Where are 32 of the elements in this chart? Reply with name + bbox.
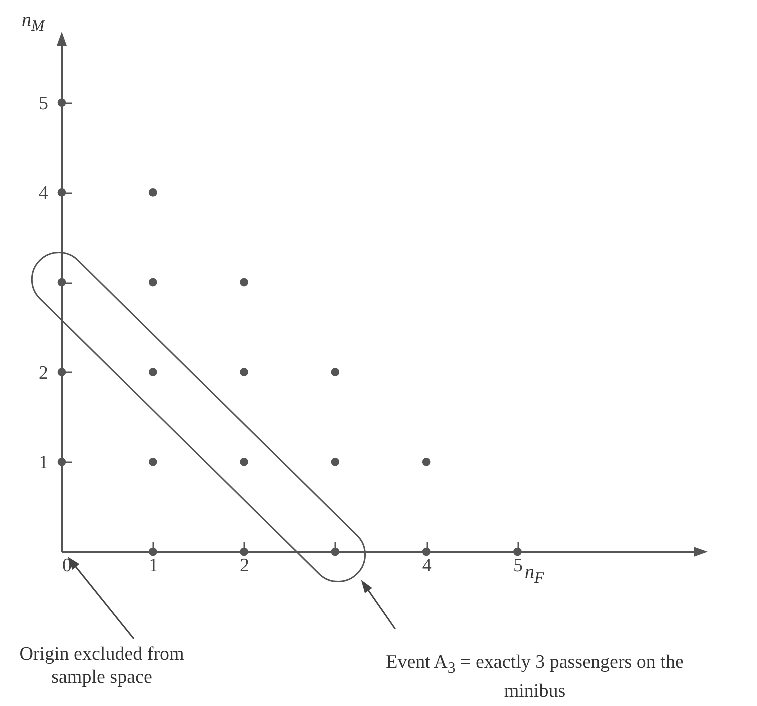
text: Origin excluded from sample space [18, 643, 186, 689]
point [58, 98, 66, 108]
point [240, 548, 248, 556]
x-tick-label: 2 [240, 556, 250, 576]
x-axis-title: n$_{F}$ [525, 562, 544, 588]
point [58, 458, 66, 466]
y-tick-label: 2 [39, 362, 48, 384]
point [331, 368, 340, 377]
x-tick-label: 4 [422, 556, 432, 576]
point [58, 278, 66, 287]
point [331, 458, 340, 466]
point [58, 368, 66, 377]
y-tick-label: 5 [39, 93, 48, 114]
point [240, 458, 248, 466]
y-axis-title: n$_{M}$ [22, 10, 45, 36]
point [240, 278, 248, 287]
y-tick-label: 1 [39, 452, 48, 474]
point [422, 548, 431, 556]
point [514, 548, 522, 556]
point [331, 548, 340, 556]
point [148, 458, 158, 466]
point [148, 188, 158, 197]
x-tick-label: 5 [513, 556, 523, 576]
point [240, 368, 248, 377]
point [422, 458, 431, 466]
text: Event A$_{3}$ = exactly 3 passengers on the minibus [385, 651, 685, 703]
point [148, 548, 158, 556]
point [148, 278, 158, 287]
point [58, 188, 66, 197]
x-tick-label: 1 [148, 556, 158, 576]
y-tick-label: 4 [39, 183, 49, 204]
point [148, 368, 158, 377]
